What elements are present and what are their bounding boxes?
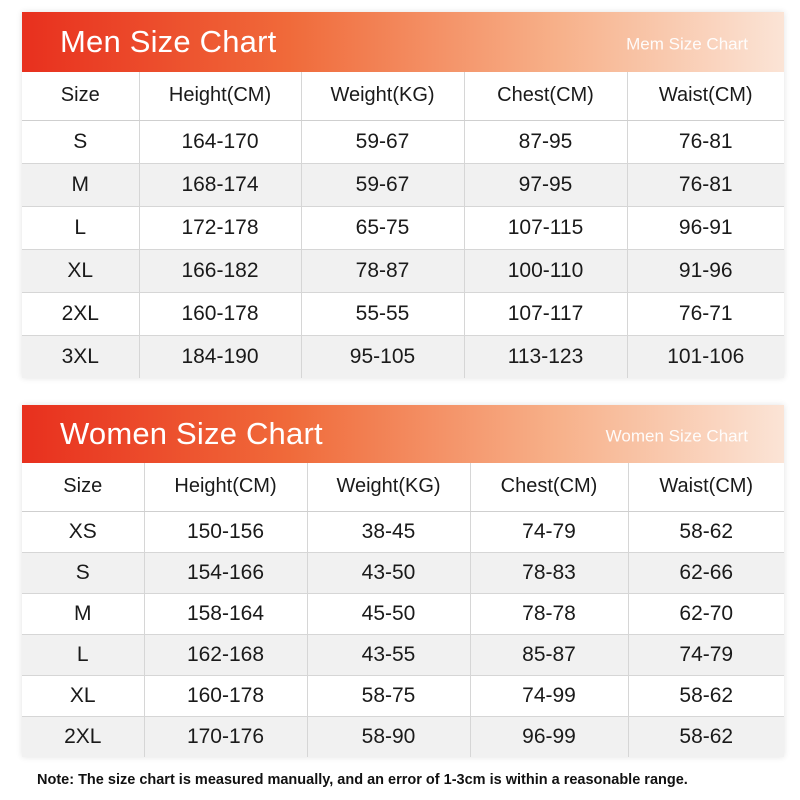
height-cell: 162-168 bbox=[144, 634, 308, 676]
size-cell: 2XL bbox=[22, 292, 140, 336]
chest-cell: 74-79 bbox=[470, 511, 629, 553]
chest-cell: 97-95 bbox=[464, 163, 628, 207]
weight-cell: 95-105 bbox=[301, 335, 465, 378]
chest-cell: 78-78 bbox=[470, 593, 629, 635]
header-chest: Chest(CM) bbox=[470, 463, 629, 512]
height-cell: 166-182 bbox=[139, 249, 302, 293]
header-size: Size bbox=[22, 72, 140, 121]
height-cell: 158-164 bbox=[144, 593, 308, 635]
size-cell: 2XL bbox=[22, 716, 145, 757]
waist-cell: 58-62 bbox=[628, 716, 784, 757]
size-cell: M bbox=[22, 163, 140, 207]
size-cell: S bbox=[22, 120, 140, 164]
size-cell: M bbox=[22, 593, 145, 635]
size-cell: XL bbox=[22, 675, 145, 717]
height-cell: 164-170 bbox=[139, 120, 302, 164]
weight-cell: 65-75 bbox=[301, 206, 465, 250]
table-row: 2XL 160-178 55-55 107-117 76-71 bbox=[22, 292, 784, 336]
size-cell: XS bbox=[22, 511, 145, 553]
height-cell: 184-190 bbox=[139, 335, 302, 378]
table-row: XL 166-182 78-87 100-110 91-96 bbox=[22, 249, 784, 293]
weight-cell: 58-75 bbox=[307, 675, 471, 717]
chest-cell: 113-123 bbox=[464, 335, 628, 378]
table-header-row: Size Height(CM) Weight(KG) Chest(CM) Wai… bbox=[22, 72, 784, 121]
table-row: M 158-164 45-50 78-78 62-70 bbox=[22, 593, 784, 635]
waist-cell: 91-96 bbox=[627, 249, 784, 293]
waist-cell: 96-91 bbox=[627, 206, 784, 250]
height-cell: 160-178 bbox=[144, 675, 308, 717]
chest-cell: 100-110 bbox=[464, 249, 628, 293]
table-row: S 154-166 43-50 78-83 62-66 bbox=[22, 552, 784, 594]
chest-cell: 87-95 bbox=[464, 120, 628, 164]
waist-cell: 62-70 bbox=[628, 593, 784, 635]
height-cell: 150-156 bbox=[144, 511, 308, 553]
waist-cell: 74-79 bbox=[628, 634, 784, 676]
men-size-table: Size Height(CM) Weight(KG) Chest(CM) Wai… bbox=[22, 72, 784, 378]
waist-cell: 62-66 bbox=[628, 552, 784, 594]
height-cell: 160-178 bbox=[139, 292, 302, 336]
men-chart-title: Men Size Chart bbox=[60, 24, 277, 59]
weight-cell: 58-90 bbox=[307, 716, 471, 757]
height-cell: 172-178 bbox=[139, 206, 302, 250]
women-size-table: Size Height(CM) Weight(KG) Chest(CM) Wai… bbox=[22, 463, 784, 757]
chest-cell: 74-99 bbox=[470, 675, 629, 717]
header-size: Size bbox=[22, 463, 145, 512]
header-waist: Waist(CM) bbox=[628, 463, 784, 512]
height-cell: 170-176 bbox=[144, 716, 308, 757]
table-header-row: Size Height(CM) Weight(KG) Chest(CM) Wai… bbox=[22, 463, 784, 512]
size-cell: 3XL bbox=[22, 335, 140, 378]
table-row: L 172-178 65-75 107-115 96-91 bbox=[22, 206, 784, 250]
header-weight: Weight(KG) bbox=[307, 463, 471, 512]
header-waist: Waist(CM) bbox=[627, 72, 784, 121]
waist-cell: 76-81 bbox=[627, 120, 784, 164]
height-cell: 154-166 bbox=[144, 552, 308, 594]
chest-cell: 78-83 bbox=[470, 552, 629, 594]
header-height: Height(CM) bbox=[144, 463, 308, 512]
table-row: XL 160-178 58-75 74-99 58-62 bbox=[22, 675, 784, 717]
table-row: S 164-170 59-67 87-95 76-81 bbox=[22, 120, 784, 164]
men-size-chart: Men Size Chart Mem Size Chart Size Heigh… bbox=[22, 12, 784, 378]
weight-cell: 59-67 bbox=[301, 120, 465, 164]
table-row: 3XL 184-190 95-105 113-123 101-106 bbox=[22, 335, 784, 378]
waist-cell: 58-62 bbox=[628, 675, 784, 717]
women-chart-subtitle: Women Size Chart bbox=[605, 426, 748, 446]
men-chart-subtitle: Mem Size Chart bbox=[626, 34, 748, 54]
men-chart-banner: Men Size Chart Mem Size Chart bbox=[22, 12, 784, 72]
table-row: XS 150-156 38-45 74-79 58-62 bbox=[22, 511, 784, 553]
weight-cell: 45-50 bbox=[307, 593, 471, 635]
waist-cell: 76-71 bbox=[627, 292, 784, 336]
size-cell: L bbox=[22, 206, 140, 250]
size-cell: S bbox=[22, 552, 145, 594]
table-row: L 162-168 43-55 85-87 74-79 bbox=[22, 634, 784, 676]
size-cell: L bbox=[22, 634, 145, 676]
chest-cell: 96-99 bbox=[470, 716, 629, 757]
chest-cell: 107-117 bbox=[464, 292, 628, 336]
weight-cell: 55-55 bbox=[301, 292, 465, 336]
header-height: Height(CM) bbox=[139, 72, 302, 121]
measurement-note: Note: The size chart is measured manuall… bbox=[37, 772, 688, 788]
size-cell: XL bbox=[22, 249, 140, 293]
women-chart-title: Women Size Chart bbox=[60, 416, 323, 451]
women-size-chart: Women Size Chart Women Size Chart Size H… bbox=[22, 405, 784, 757]
table-row: M 168-174 59-67 97-95 76-81 bbox=[22, 163, 784, 207]
waist-cell: 58-62 bbox=[628, 511, 784, 553]
height-cell: 168-174 bbox=[139, 163, 302, 207]
table-row: 2XL 170-176 58-90 96-99 58-62 bbox=[22, 716, 784, 757]
waist-cell: 76-81 bbox=[627, 163, 784, 207]
waist-cell: 101-106 bbox=[627, 335, 784, 378]
header-weight: Weight(KG) bbox=[301, 72, 465, 121]
weight-cell: 43-55 bbox=[307, 634, 471, 676]
chest-cell: 85-87 bbox=[470, 634, 629, 676]
weight-cell: 78-87 bbox=[301, 249, 465, 293]
header-chest: Chest(CM) bbox=[464, 72, 628, 121]
chest-cell: 107-115 bbox=[464, 206, 628, 250]
weight-cell: 38-45 bbox=[307, 511, 471, 553]
weight-cell: 43-50 bbox=[307, 552, 471, 594]
weight-cell: 59-67 bbox=[301, 163, 465, 207]
women-chart-banner: Women Size Chart Women Size Chart bbox=[22, 405, 784, 463]
